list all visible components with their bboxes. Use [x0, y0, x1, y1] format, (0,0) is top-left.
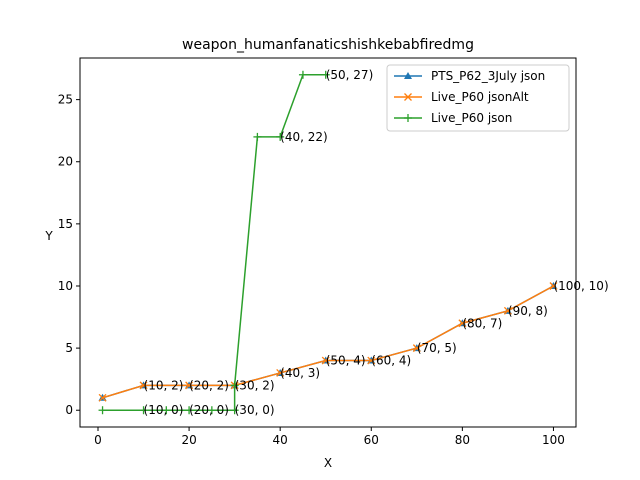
data-label: (10, 0) [144, 403, 184, 417]
data-point-marker [404, 114, 412, 122]
data-point-marker [367, 356, 376, 365]
data-point-marker [321, 356, 330, 365]
data-label: (100, 10) [553, 279, 608, 293]
data-label: (60, 4) [371, 354, 411, 368]
legend-label: PTS_P62_3July json [431, 69, 545, 83]
y-tick-label: 15 [58, 217, 73, 231]
data-label: (70, 5) [417, 341, 457, 355]
y-axis-ticks: 0 5 10 15 20 25 [58, 93, 80, 417]
annotations: (10, 2) (20, 2) (30, 2) (40, 3) (50, 4) (60, … [144, 68, 609, 417]
y-axis-label: Y [44, 229, 53, 243]
data-label: (10, 2) [144, 378, 184, 392]
x-tick-label: 40 [273, 433, 288, 447]
data-label: (50, 27) [326, 68, 374, 82]
y-tick-label: 20 [58, 155, 73, 169]
y-tick-label: 5 [65, 341, 73, 355]
y-tick-label: 10 [58, 279, 73, 293]
data-point-marker [185, 381, 194, 390]
x-tick-label: 80 [455, 433, 470, 447]
data-point-marker [412, 344, 421, 353]
data-point-marker [98, 406, 107, 415]
data-point-marker [139, 406, 148, 415]
data-label: (30, 2) [235, 378, 275, 392]
legend-label: Live_P60 json [431, 111, 512, 125]
data-label: (80, 7) [462, 316, 502, 330]
series-3 [98, 70, 330, 415]
legend-entry: PTS_P62_3July json [394, 69, 545, 83]
data-point-marker [549, 282, 558, 290]
data-point-marker [253, 132, 262, 141]
data-label: (40, 3) [280, 366, 320, 380]
data-label: (20, 0) [189, 403, 229, 417]
data-label: (50, 4) [326, 354, 366, 368]
series-2 [98, 282, 558, 402]
data-point-marker [503, 306, 512, 315]
legend: PTS_P62_3July json Live_P60 jsonAlt Live_P… [386, 64, 570, 132]
x-tick-label: 60 [364, 433, 379, 447]
legend-entry: Live_P60 jsonAlt [394, 90, 529, 104]
data-point-marker [276, 132, 285, 141]
legend-entry: Live_P60 json [394, 111, 512, 125]
data-point-marker [230, 406, 239, 415]
x-tick-label: 0 [94, 433, 102, 447]
legend-label: Live_P60 jsonAlt [431, 90, 529, 104]
data-point-marker [276, 368, 285, 377]
data-point-marker [298, 70, 307, 79]
data-label: (90, 8) [508, 304, 548, 318]
data-point-marker [207, 406, 216, 415]
data-point-marker [404, 93, 412, 101]
data-point-marker [458, 319, 467, 328]
data-point-marker [98, 393, 107, 402]
x-axis-label: X [324, 456, 332, 470]
data-point-marker [321, 70, 330, 79]
y-tick-label: 25 [58, 93, 73, 107]
x-tick-label: 100 [542, 433, 565, 447]
data-point-marker [230, 381, 239, 390]
data-point-marker [185, 406, 194, 415]
data-point-marker [139, 381, 148, 390]
data-label: (40, 22) [280, 130, 328, 144]
data-label: (20, 2) [189, 378, 229, 392]
chart-title: weapon_humanfanaticshishkebabfiredmg [182, 37, 474, 53]
x-axis-ticks: 0 20 40 60 80 100 [94, 427, 565, 447]
series-layer [98, 70, 558, 415]
x-tick-label: 20 [181, 433, 196, 447]
data-point-marker [404, 72, 412, 79]
y-tick-label: 0 [65, 403, 73, 417]
data-label: (30, 0) [235, 403, 275, 417]
data-point-marker [162, 406, 171, 415]
legend-box [386, 64, 570, 132]
